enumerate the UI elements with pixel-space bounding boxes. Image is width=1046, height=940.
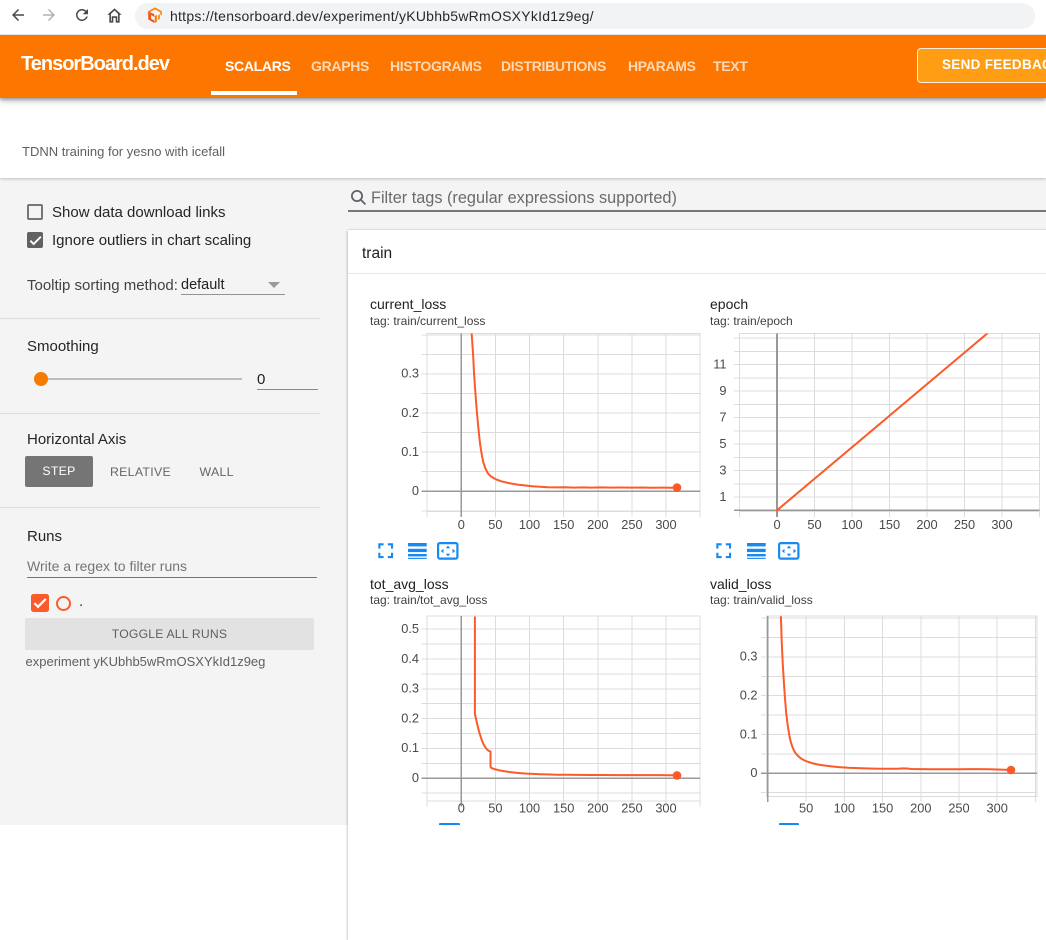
svg-text:50: 50	[799, 801, 813, 816]
svg-text:0.5: 0.5	[401, 621, 419, 636]
svg-text:200: 200	[587, 801, 608, 816]
svg-text:1: 1	[719, 489, 726, 504]
svg-text:0: 0	[750, 765, 757, 780]
svg-text:0.2: 0.2	[401, 405, 419, 420]
svg-text:0.1: 0.1	[401, 444, 419, 459]
svg-text:50: 50	[807, 517, 821, 532]
svg-text:100: 100	[841, 517, 862, 532]
svg-text:50: 50	[488, 801, 502, 816]
svg-text:7: 7	[719, 409, 726, 424]
svg-text:300: 300	[655, 517, 676, 532]
svg-text:150: 150	[872, 801, 893, 816]
svg-text:100: 100	[519, 801, 540, 816]
svg-text:0: 0	[412, 770, 419, 785]
svg-text:0: 0	[458, 801, 465, 816]
svg-text:150: 150	[553, 801, 574, 816]
svg-text:100: 100	[519, 517, 540, 532]
svg-text:9: 9	[719, 383, 726, 398]
svg-text:0.3: 0.3	[740, 649, 758, 664]
svg-text:200: 200	[916, 517, 937, 532]
svg-text:150: 150	[879, 517, 900, 532]
svg-text:100: 100	[834, 801, 855, 816]
svg-text:50: 50	[488, 517, 502, 532]
svg-text:11: 11	[713, 356, 726, 371]
svg-text:0: 0	[773, 517, 780, 532]
svg-text:0.2: 0.2	[401, 710, 419, 725]
svg-text:150: 150	[553, 517, 574, 532]
svg-text:0.2: 0.2	[740, 688, 758, 703]
svg-text:300: 300	[655, 801, 676, 816]
svg-text:200: 200	[910, 801, 931, 816]
svg-text:300: 300	[987, 801, 1008, 816]
svg-text:5: 5	[719, 436, 726, 451]
svg-text:0.3: 0.3	[401, 681, 419, 696]
svg-text:0: 0	[458, 517, 465, 532]
svg-text:300: 300	[991, 517, 1012, 532]
svg-text:0.1: 0.1	[401, 740, 419, 755]
svg-text:0: 0	[412, 483, 419, 498]
svg-text:250: 250	[621, 801, 642, 816]
svg-text:3: 3	[719, 462, 726, 477]
svg-text:0.3: 0.3	[401, 366, 419, 381]
svg-text:250: 250	[621, 517, 642, 532]
svg-text:0.1: 0.1	[740, 726, 758, 741]
svg-text:200: 200	[587, 517, 608, 532]
svg-text:250: 250	[954, 517, 975, 532]
svg-text:0.4: 0.4	[401, 651, 419, 666]
svg-text:250: 250	[948, 801, 969, 816]
